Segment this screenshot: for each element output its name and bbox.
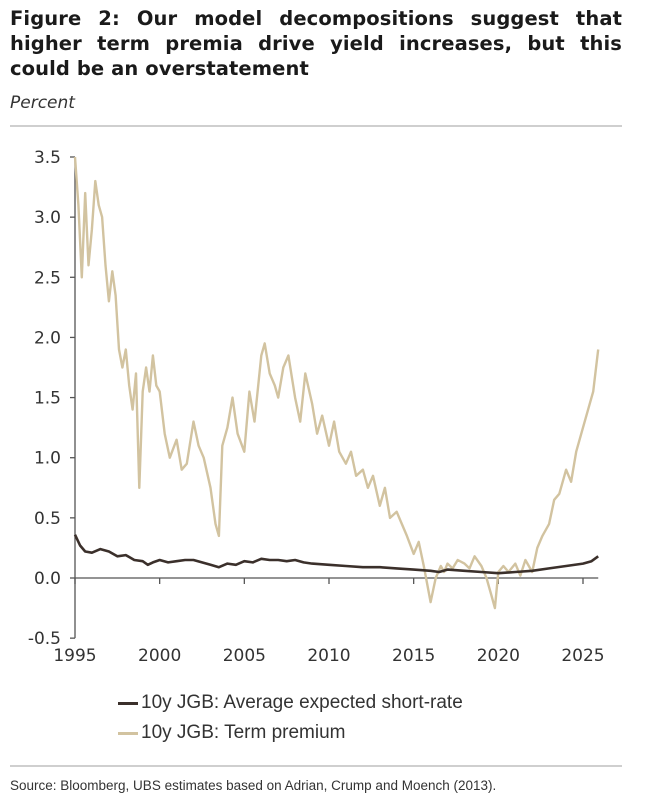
x-tick-labels: 1995 2000 2005 2010 2015 2020 2025 [53,646,604,666]
unit-label: Percent [10,93,75,113]
legend-item-term-premium: 10y JGB: Term premium [118,718,463,748]
y-tick-label: 0.5 [34,509,61,529]
y-tick-label: 1.5 [34,389,61,409]
y-tick-label: 1.0 [34,449,61,469]
y-tick-label: 3.5 [34,148,61,168]
y-tick-labels: 3.5 3.0 2.5 2.0 1.5 1.0 0.5 0.0 -0.5 [28,148,61,649]
legend-item-short-rate: 10y JGB: Average expected short-rate [118,688,463,718]
line-chart: 3.5 3.0 2.5 2.0 1.5 1.0 0.5 0.0 -0.5 1995 2000 200… [28,148,605,666]
y-tick-label: 2.5 [34,268,61,288]
series-line-term-premium [73,156,600,610]
series-layer [73,156,600,610]
y-tick-label: 3.0 [34,208,61,228]
x-tick-label: 2020 [477,646,520,666]
y-tick-label: 2.0 [34,328,61,348]
x-tick-label: 2000 [138,646,181,666]
source-note: Source: Bloomberg, UBS estimates based o… [10,778,497,793]
x-tick-label: 2025 [561,646,604,666]
x-tick-label: 1995 [53,646,96,666]
x-tick-label: 2005 [223,646,266,666]
y-tick-label: 0.0 [34,569,61,589]
x-tick-label: 2010 [307,646,350,666]
bottom-divider [10,765,622,767]
legend: 10y JGB: Average expected short-rate 10y… [118,688,463,748]
y-tick-label: -0.5 [28,629,61,649]
axes [70,156,599,639]
series-line-short-rate [73,534,599,575]
top-divider [10,125,622,127]
legend-swatch-term-premium [118,731,138,735]
legend-label-term-premium: 10y JGB: Term premium [141,722,346,743]
x-tick-label: 2015 [392,646,435,666]
legend-swatch-short-rate [118,701,138,705]
legend-label-short-rate: 10y JGB: Average expected short-rate [141,692,463,713]
figure-title: Figure 2: Our model decompositions sugge… [10,7,622,80]
